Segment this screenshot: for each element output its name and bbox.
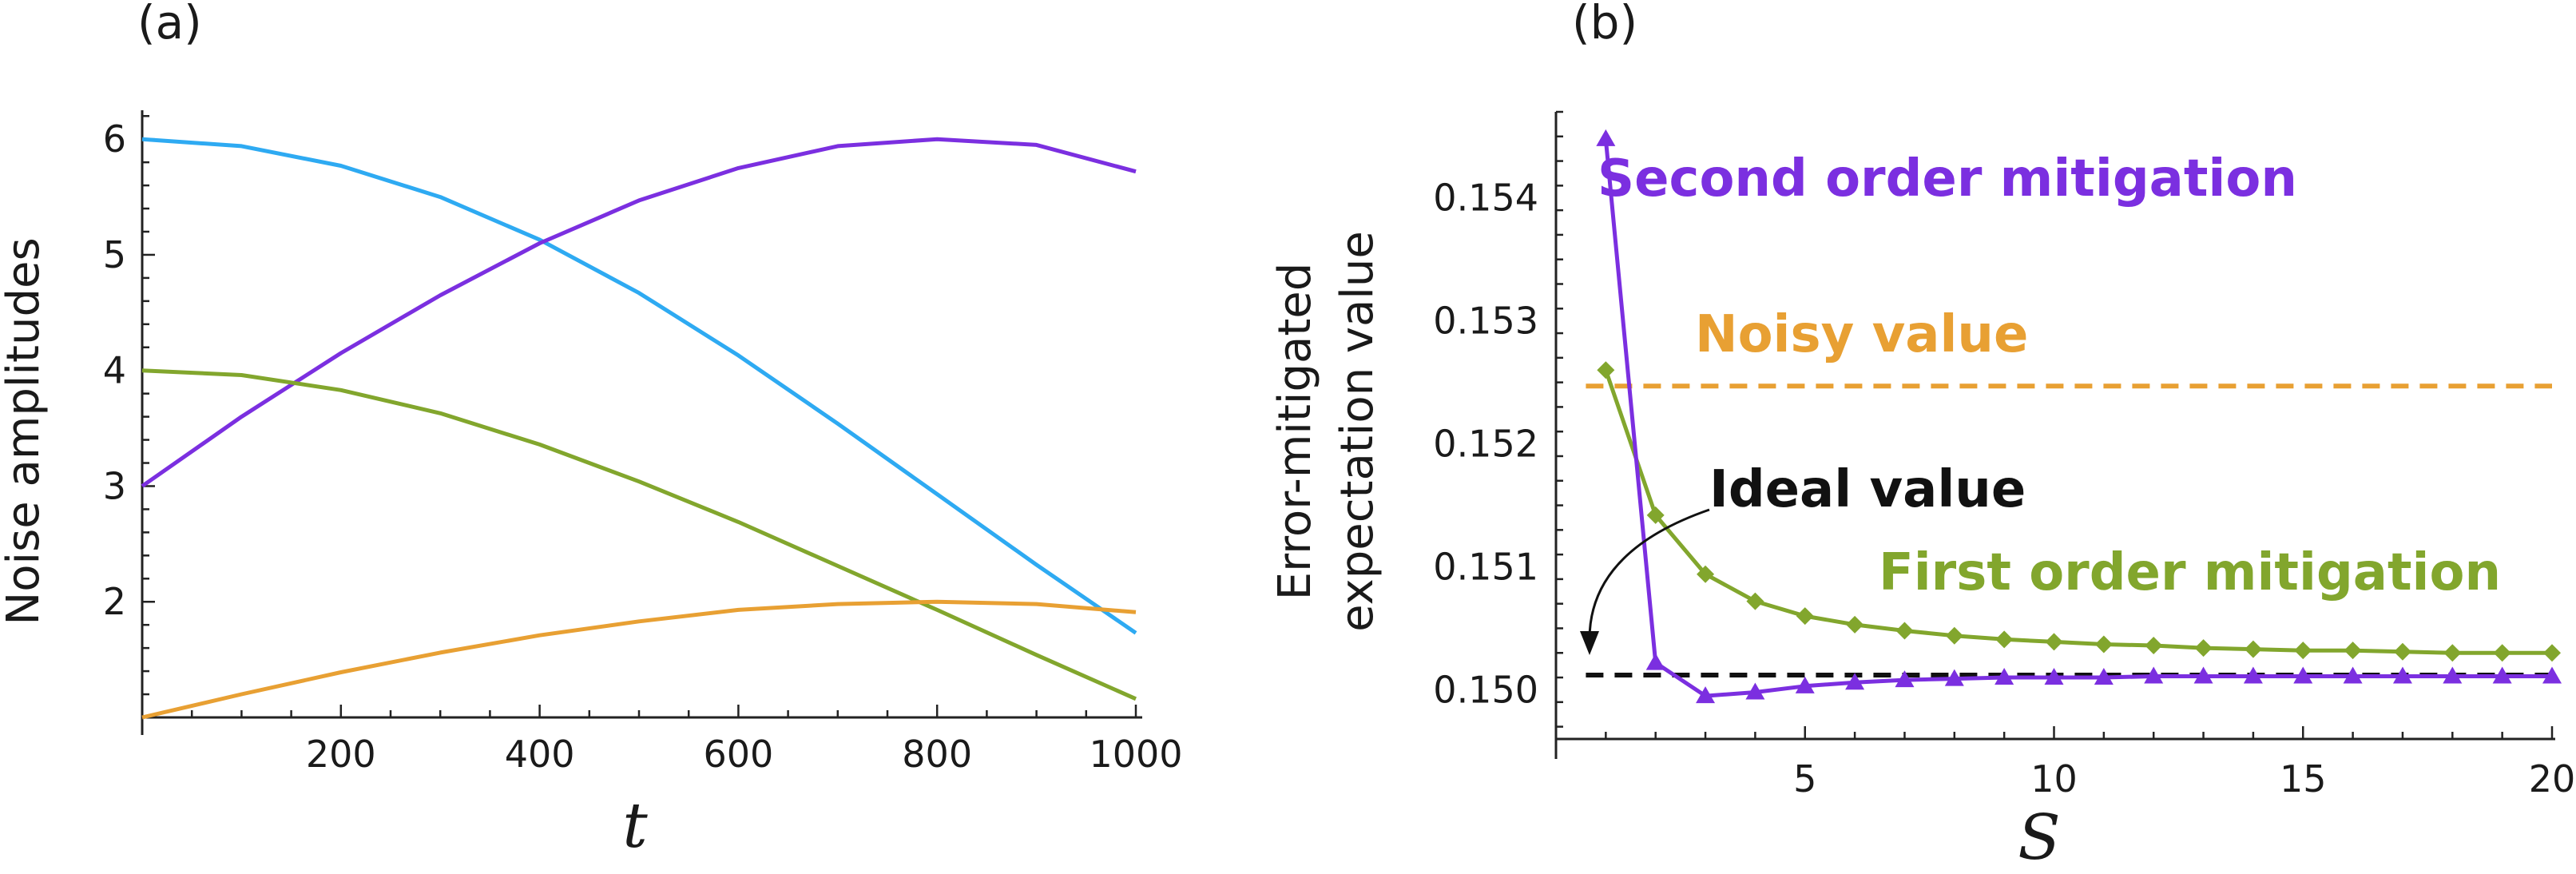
panel-b-first-order-mitigation-marker	[1597, 361, 1615, 379]
panel-b-x-tick-label: 15	[2280, 757, 2327, 801]
panel-b-y-tick-label: 0.150	[1433, 668, 1538, 711]
panel-b-first-order-mitigation-marker	[1895, 622, 1914, 640]
panel-b-second-order-mitigation-marker	[2343, 666, 2363, 684]
panel-b-first-order-mitigation-marker	[2344, 642, 2362, 660]
panel-b-first-order-mitigation-marker	[2443, 644, 2462, 662]
panel-b-first-order-mitigation-marker	[1796, 607, 1814, 626]
panel-b-series	[1596, 129, 2562, 704]
panel-b-second-order-mitigation-line	[1603, 138, 2552, 698]
panel-a-x-tick-label: 600	[703, 733, 773, 776]
panel-b-second-order-mitigation-marker	[2542, 666, 2562, 684]
panel-a-y-axis-title: Noise amplitudes	[0, 237, 50, 625]
panel-a-series-orange-line	[141, 599, 1137, 720]
panel-b-first-order-mitigation-marker	[2094, 635, 2113, 654]
panel-a-y-tick-label: 3	[103, 464, 126, 507]
panel-a-series	[141, 137, 1137, 720]
panel-b-second-order-mitigation-marker	[1845, 673, 1865, 690]
panel-b-y-axis-title-line1: Error-mitigated	[1269, 263, 1321, 601]
panel-b-y-tick-label: 0.153	[1433, 300, 1538, 343]
noisy-value-annotation: Noisy value	[1695, 305, 2028, 364]
panel-a-x-tick-label: 800	[902, 733, 972, 776]
panel-b-second-order-mitigation-marker	[2144, 666, 2164, 684]
panel-a-x-tick-label: 400	[505, 733, 575, 776]
panel-b-first-order-mitigation-marker	[2294, 642, 2312, 660]
panel-b-first-order-mitigation-marker	[1995, 630, 2014, 649]
panel-b-y-tick-label: 0.151	[1433, 546, 1538, 589]
panel-b-axes: 5 10 15 20 0.150 0.151 0.152 0.153 0.154	[1433, 110, 2576, 801]
panel-b-second-order-mitigation-marker	[1895, 670, 1915, 688]
panel-b-x-tick-label: 5	[1793, 757, 1816, 801]
panel-b-second-order-mitigation-marker	[1795, 676, 1815, 693]
panel-b-second-order-mitigation-marker	[2193, 666, 2213, 684]
panel-b-first-order-mitigation-marker	[2393, 642, 2411, 661]
panel-b-reference-lines	[1586, 383, 2552, 677]
panel-b-first-order-mitigation-marker	[2145, 637, 2163, 655]
second-order-annotation: Second order mitigation	[1598, 149, 2297, 209]
panel-b-second-order-mitigation-marker	[2094, 668, 2114, 685]
panel-b-second-order-mitigation-marker	[1745, 682, 1765, 700]
panel-a-series-green-line	[141, 368, 1137, 701]
panel-b-x-tick-label: 10	[2030, 757, 2078, 801]
panel-b: (b) Error-mitigated expectation value S …	[1269, 0, 2575, 874]
panel-b-label: (b)	[1572, 0, 1637, 50]
panel-b-first-order-mitigation-marker	[2493, 644, 2511, 662]
ideal-value-annotation: Ideal value	[1709, 460, 2026, 519]
panel-a-y-tick-label: 2	[103, 580, 126, 623]
panel-b-first-order-mitigation-marker	[2194, 639, 2213, 657]
panel-b-y-tick-label: 0.154	[1433, 177, 1538, 220]
panel-b-second-order-mitigation-marker	[1696, 686, 1716, 704]
panel-a-series-blue-line	[141, 137, 1137, 635]
panel-b-second-order-mitigation-marker	[1995, 668, 2014, 685]
panel-a-y-tick-label: 4	[103, 349, 126, 392]
panel-b-first-order-mitigation-marker	[1697, 565, 1715, 583]
panel-b-x-tick-label: 20	[2529, 757, 2576, 801]
panel-a-x-tick-label: 1000	[1089, 733, 1182, 776]
panel-b-x-axis-title: S	[2018, 802, 2060, 874]
panel-b-first-order-mitigation-marker	[1746, 592, 1764, 610]
panel-b-first-order-mitigation-marker	[1646, 506, 1665, 524]
panel-b-y-tick-label: 0.152	[1433, 423, 1538, 466]
panel-a-x-axis-title: t	[622, 790, 648, 862]
panel-b-second-order-mitigation-marker	[1645, 653, 1665, 670]
panel-b-second-order-mitigation-marker	[2044, 668, 2064, 685]
panel-a-y-tick-label: 6	[103, 117, 126, 161]
panel-b-first-order-mitigation-marker	[1945, 626, 1963, 645]
panel-b-first-order-mitigation-marker	[2244, 640, 2262, 658]
panel-b-first-order-mitigation-marker	[2543, 644, 2561, 662]
panel-b-second-order-mitigation-marker	[2293, 666, 2313, 684]
panel-b-second-order-mitigation-marker	[2443, 666, 2463, 684]
panel-a-series-purple-line	[141, 137, 1137, 488]
ideal-value-arrowhead	[1580, 631, 1599, 655]
panel-b-first-order-mitigation-marker	[2045, 633, 2063, 651]
panel-a: (a) Noise amplitudes t 200 400 600 800 10002…	[0, 0, 1183, 862]
panel-a-y-tick-label: 5	[103, 233, 126, 276]
panel-b-y-axis-title-line2: expectation value	[1332, 231, 1383, 632]
panel-b-first-order-mitigation-marker	[1846, 615, 1864, 634]
panel-a-axes: 200 400 600 800 1000 2 3 4 5 6	[103, 110, 1183, 776]
ideal-value-arrow	[1588, 508, 1710, 640]
panel-a-label: (a)	[137, 0, 202, 50]
panel-b-second-order-mitigation-marker	[2243, 666, 2263, 684]
panel-b-second-order-mitigation-marker	[2492, 666, 2512, 684]
panel-a-x-tick-label: 200	[306, 733, 376, 776]
panel-b-second-order-mitigation-marker	[1944, 669, 1964, 686]
panel-b-second-order-mitigation-marker	[1596, 129, 1616, 146]
panel-b-second-order-mitigation-marker	[2392, 666, 2412, 684]
first-order-annotation: First order mitigation	[1879, 543, 2501, 602]
